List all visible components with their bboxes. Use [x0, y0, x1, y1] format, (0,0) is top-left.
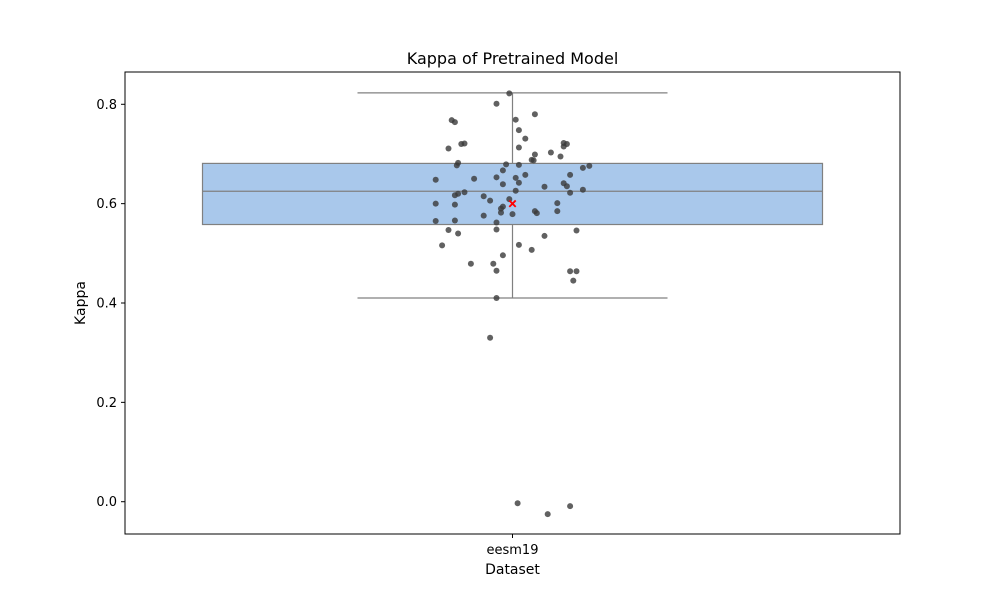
- data-point: [560, 143, 567, 150]
- data-point: [509, 211, 516, 218]
- data-point: [432, 200, 439, 207]
- chart-title: Kappa of Pretrained Model: [407, 49, 619, 68]
- data-point: [515, 127, 522, 134]
- x-axis: eesm19: [487, 534, 539, 558]
- data-point: [554, 208, 561, 215]
- data-point: [530, 157, 537, 164]
- data-point: [432, 176, 439, 183]
- data-point: [567, 189, 574, 196]
- data-point: [522, 135, 529, 142]
- data-point: [515, 241, 522, 248]
- data-point: [544, 511, 551, 518]
- data-point: [458, 141, 465, 148]
- x-axis-label: Dataset: [485, 562, 540, 578]
- data-point: [557, 153, 564, 160]
- data-point: [445, 145, 452, 152]
- data-point: [499, 167, 506, 174]
- data-point: [471, 175, 478, 182]
- data-point: [570, 277, 577, 284]
- mean-marker: [508, 199, 517, 208]
- data-point: [512, 116, 519, 123]
- data-point: [480, 193, 487, 200]
- data-point: [567, 503, 574, 510]
- data-point: [512, 187, 519, 194]
- mean-marker-stroke: [508, 199, 517, 208]
- data-point: [579, 186, 586, 193]
- data-point: [432, 218, 439, 225]
- data-point: [506, 90, 513, 97]
- data-point: [499, 252, 506, 259]
- data-point: [514, 500, 521, 507]
- data-point: [573, 268, 580, 275]
- data-point: [445, 226, 452, 233]
- data-point: [497, 209, 504, 216]
- data-point: [451, 201, 458, 208]
- data-point: [515, 179, 522, 186]
- data-point: [567, 268, 574, 275]
- data-point: [515, 161, 522, 168]
- y-tick-label: 0.8: [96, 98, 117, 113]
- data-point: [531, 111, 538, 118]
- y-axis-label: Kappa: [73, 281, 89, 325]
- data-point: [455, 230, 462, 237]
- data-point: [499, 181, 506, 188]
- data-point: [487, 197, 494, 204]
- data-point: [563, 183, 570, 190]
- data-point: [451, 192, 458, 199]
- y-tick-label: 0.4: [96, 297, 117, 312]
- y-axis: 0.0 0.2 0.4 0.6 0.8: [96, 98, 125, 510]
- data-point: [573, 227, 580, 234]
- data-point: [567, 171, 574, 178]
- data-point: [531, 151, 538, 158]
- data-point: [533, 210, 540, 217]
- data-point: [493, 100, 500, 107]
- data-point: [493, 226, 500, 233]
- y-tick-label: 0.2: [96, 396, 117, 411]
- y-tick-label: 0.6: [96, 197, 117, 212]
- x-tick-label: eesm19: [487, 543, 539, 558]
- data-point: [490, 260, 497, 267]
- data-point: [512, 174, 519, 181]
- data-point: [586, 162, 593, 169]
- data-point: [554, 200, 561, 207]
- data-point: [528, 246, 535, 253]
- data-point: [480, 212, 487, 219]
- data-point: [453, 162, 460, 169]
- data-point: [503, 161, 510, 168]
- data-point: [493, 219, 500, 226]
- data-point: [493, 174, 500, 181]
- data-point: [487, 334, 494, 341]
- data-point: [451, 119, 458, 126]
- data-point: [547, 149, 554, 156]
- data-point: [461, 189, 468, 196]
- data-point: [451, 217, 458, 224]
- data-point: [493, 295, 500, 302]
- data-point: [467, 260, 474, 267]
- plot-area: [201, 90, 824, 518]
- data-point: [579, 164, 586, 171]
- data-point: [439, 242, 446, 249]
- data-point: [493, 267, 500, 274]
- data-point: [541, 183, 548, 190]
- data-point: [522, 171, 529, 178]
- data-point: [541, 232, 548, 239]
- data-point: [515, 144, 522, 151]
- y-tick-label: 0.0: [96, 495, 117, 510]
